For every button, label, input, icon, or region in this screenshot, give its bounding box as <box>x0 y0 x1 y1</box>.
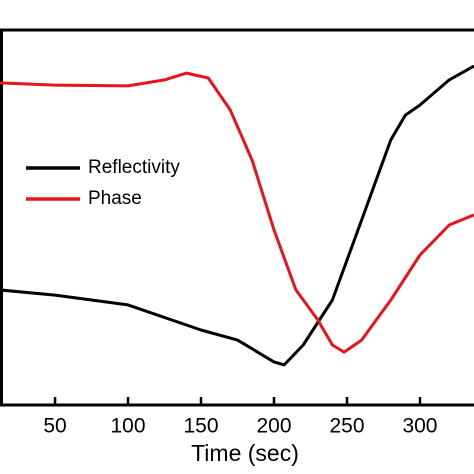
x-tick-label: 250 <box>329 415 364 438</box>
x-tick-label: 200 <box>256 415 291 438</box>
legend-label: Phase <box>88 188 142 209</box>
legend-label: Reflectivity <box>88 157 180 178</box>
x-tick-label: 50 <box>43 415 66 438</box>
x-tick-label: 300 <box>402 415 437 438</box>
line-series <box>0 71 474 354</box>
x-tick-label: 150 <box>183 415 218 438</box>
x-tick-label: 100 <box>111 415 146 438</box>
line-series <box>0 64 474 367</box>
x-axis-title: Time (sec) <box>191 440 299 466</box>
legend: Reflectivity Phase <box>26 157 180 209</box>
